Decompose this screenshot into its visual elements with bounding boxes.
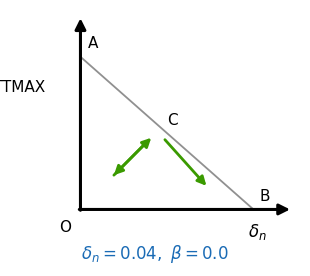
Text: B: B	[259, 189, 270, 204]
Text: O: O	[59, 220, 71, 235]
Text: $\delta_n = 0.04,\ \beta = 0.0$: $\delta_n = 0.04,\ \beta = 0.0$	[81, 243, 229, 265]
Text: C: C	[167, 113, 178, 128]
Text: A: A	[88, 36, 99, 51]
Text: $\delta_n$: $\delta_n$	[248, 222, 267, 242]
Text: STTMAX: STTMAX	[0, 80, 45, 95]
